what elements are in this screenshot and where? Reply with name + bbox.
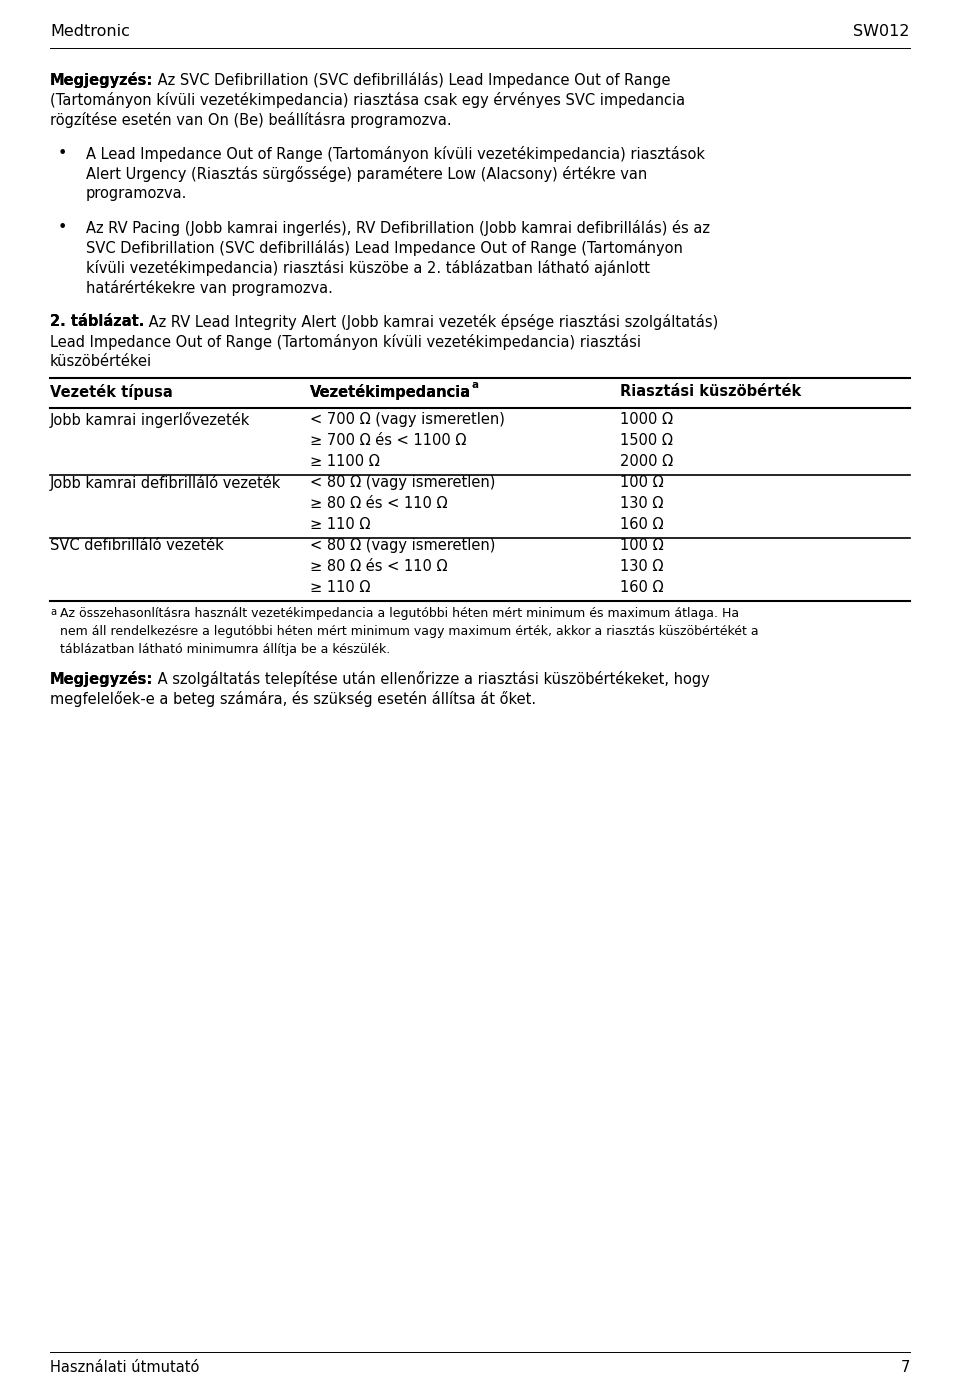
Text: Riasztási küszöbérték: Riasztási küszöbérték — [620, 384, 802, 399]
Text: 160 Ω: 160 Ω — [620, 579, 663, 595]
Text: •: • — [58, 146, 67, 161]
Text: ≥ 1100 Ω: ≥ 1100 Ω — [310, 455, 380, 468]
Text: A Lead Impedance Out of Range (Tartományon kívüli vezetékimpedancia) riasztások: A Lead Impedance Out of Range (Tartomány… — [86, 146, 705, 162]
Text: Medtronic: Medtronic — [50, 24, 130, 39]
Text: 160 Ω: 160 Ω — [620, 517, 663, 532]
Text: < 80 Ω (vagy ismeretlen): < 80 Ω (vagy ismeretlen) — [310, 475, 495, 491]
Text: 7: 7 — [900, 1360, 910, 1375]
Text: Vezetékimpedancia: Vezetékimpedancia — [310, 384, 471, 401]
Text: 130 Ω: 130 Ω — [620, 496, 663, 511]
Text: 100 Ω: 100 Ω — [620, 475, 663, 491]
Text: nem áll rendelkezésre a legutóbbi héten mért minimum vagy maximum érték, akkor a: nem áll rendelkezésre a legutóbbi héten … — [60, 625, 758, 638]
Text: a: a — [471, 380, 478, 389]
Text: rögzítése esetén van On (Be) beállításra programozva.: rögzítése esetén van On (Be) beállításra… — [50, 112, 451, 128]
Text: 1000 Ω: 1000 Ω — [620, 412, 673, 427]
Text: Az RV Pacing (Jobb kamrai ingerlés), RV Defibrillation (Jobb kamrai defibrillálá: Az RV Pacing (Jobb kamrai ingerlés), RV … — [86, 220, 710, 236]
Text: Használati útmutató: Használati útmutató — [50, 1360, 200, 1375]
Text: 1500 Ω: 1500 Ω — [620, 432, 673, 448]
Text: Lead Impedance Out of Range (Tartományon kívüli vezetékimpedancia) riasztási: Lead Impedance Out of Range (Tartományon… — [50, 334, 641, 351]
Text: SVC defibrilláló vezeték: SVC defibrilláló vezeték — [50, 538, 224, 553]
Text: 130 Ω: 130 Ω — [620, 559, 663, 574]
Text: Az összehasonlításra használt vezetékimpedancia a legutóbbi héten mért minimum é: Az összehasonlításra használt vezetékimp… — [60, 607, 739, 620]
Text: SW012: SW012 — [853, 24, 910, 39]
Text: Vezetékimpedancia: Vezetékimpedancia — [310, 384, 471, 401]
Text: SVC Defibrillation (SVC defibrillálás) Lead Impedance Out of Range (Tartományon: SVC Defibrillation (SVC defibrillálás) L… — [86, 240, 683, 256]
Text: 2000 Ω: 2000 Ω — [620, 455, 673, 468]
Text: (Tartományon kívüli vezetékimpedancia) riasztása csak egy érvényes SVC impedanci: (Tartományon kívüli vezetékimpedancia) r… — [50, 91, 685, 108]
Text: ≥ 80 Ω és < 110 Ω: ≥ 80 Ω és < 110 Ω — [310, 496, 447, 511]
Text: programozva.: programozva. — [86, 186, 187, 201]
Text: A szolgáltatás telepítése után ellenőrizze a riasztási küszöbértékeket, hogy: A szolgáltatás telepítése után ellenőriz… — [154, 671, 710, 687]
Text: a: a — [50, 607, 56, 617]
Text: Az SVC Defibrillation (SVC defibrillálás) Lead Impedance Out of Range: Az SVC Defibrillation (SVC defibrillálás… — [154, 72, 671, 87]
Text: 100 Ω: 100 Ω — [620, 538, 663, 553]
Text: ≥ 700 Ω és < 1100 Ω: ≥ 700 Ω és < 1100 Ω — [310, 432, 467, 448]
Text: Jobb kamrai defibrilláló vezeték: Jobb kamrai defibrilláló vezeték — [50, 475, 281, 491]
Text: 2. táblázat.: 2. táblázat. — [50, 315, 144, 328]
Text: ≥ 110 Ω: ≥ 110 Ω — [310, 517, 371, 532]
Text: Alert Urgency (Riasztás sürgőssége) paramétere Low (Alacsony) értékre van: Alert Urgency (Riasztás sürgőssége) para… — [86, 166, 647, 182]
Text: ≥ 110 Ω: ≥ 110 Ω — [310, 579, 371, 595]
Text: Megjegyzés:: Megjegyzés: — [50, 671, 154, 687]
Text: Megjegyzés:: Megjegyzés: — [50, 72, 154, 87]
Text: kívüli vezetékimpedancia) riasztási küszöbe a 2. táblázatban látható ajánlott: kívüli vezetékimpedancia) riasztási küsz… — [86, 261, 650, 276]
Text: küszöbértékei: küszöbértékei — [50, 353, 152, 369]
Text: megfelelőek-e a beteg számára, és szükség esetén állítsa át őket.: megfelelőek-e a beteg számára, és szüksé… — [50, 692, 536, 707]
Text: 2. táblázat.: 2. táblázat. — [50, 315, 144, 328]
Text: < 700 Ω (vagy ismeretlen): < 700 Ω (vagy ismeretlen) — [310, 412, 505, 427]
Text: Vezeték típusa: Vezeték típusa — [50, 384, 173, 401]
Text: ≥ 80 Ω és < 110 Ω: ≥ 80 Ω és < 110 Ω — [310, 559, 447, 574]
Text: határértékekre van programozva.: határértékekre van programozva. — [86, 280, 333, 297]
Text: < 80 Ω (vagy ismeretlen): < 80 Ω (vagy ismeretlen) — [310, 538, 495, 553]
Text: •: • — [58, 220, 67, 236]
Text: Az RV Lead Integrity Alert (Jobb kamrai vezeték épsége riasztási szolgáltatás): Az RV Lead Integrity Alert (Jobb kamrai … — [144, 315, 719, 330]
Text: Jobb kamrai ingerlővezeték: Jobb kamrai ingerlővezeték — [50, 412, 251, 428]
Text: Megjegyzés:: Megjegyzés: — [50, 72, 154, 87]
Text: táblázatban látható minimumra állítja be a készülék.: táblázatban látható minimumra állítja be… — [60, 643, 391, 656]
Text: Megjegyzés:: Megjegyzés: — [50, 671, 154, 687]
